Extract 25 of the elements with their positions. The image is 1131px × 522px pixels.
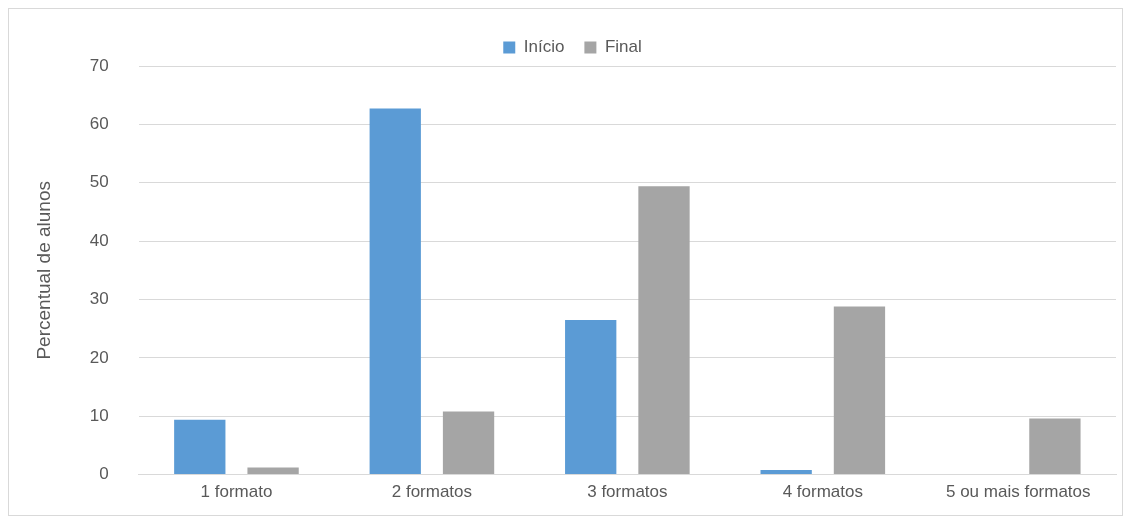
legend-label: Final [604, 37, 642, 57]
x-tick-label: 2 formatos [391, 482, 473, 502]
bar [442, 411, 495, 475]
x-tick-label: 3 formatos [587, 482, 668, 502]
x-tick-label: 5 ou mais formatos [945, 482, 1091, 502]
y-tick-label: 70 [89, 55, 109, 75]
bar [638, 186, 690, 475]
bar [247, 467, 299, 475]
y-axis-title: Percentual de alunos [32, 181, 54, 360]
y-tick-label: 40 [89, 230, 109, 250]
bar [1029, 418, 1081, 475]
y-tick-label: 30 [89, 289, 109, 309]
bar [833, 306, 886, 475]
y-tick-label: 50 [89, 172, 109, 192]
y-tick-label: 60 [89, 114, 109, 134]
y-tick-label: 0 [99, 464, 109, 484]
bar [369, 108, 421, 475]
x-tick-label: 4 formatos [782, 482, 863, 502]
y-tick-label: 10 [89, 405, 109, 425]
y-tick-label: 20 [89, 347, 109, 367]
bar [565, 319, 617, 475]
bar [174, 419, 226, 475]
x-tick-label: 1 formato [200, 482, 273, 502]
bar [760, 469, 812, 475]
legend-label: Início [523, 37, 565, 57]
